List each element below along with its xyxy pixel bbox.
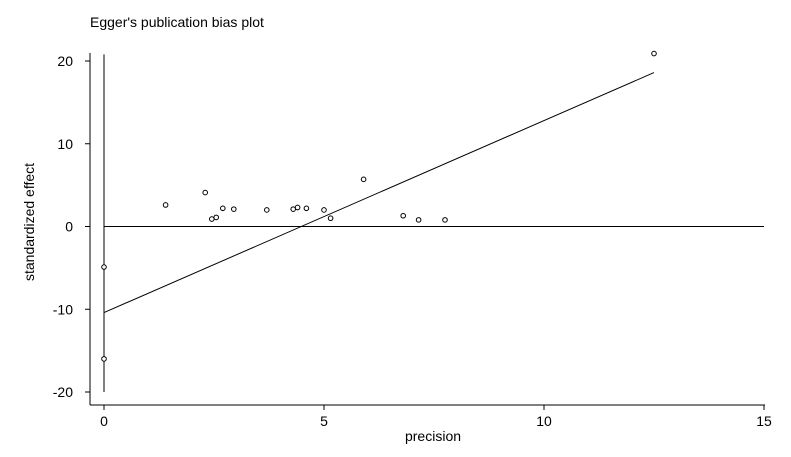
x-tick-label: 0	[100, 413, 108, 429]
study-point	[400, 212, 407, 219]
study-point	[327, 215, 334, 222]
y-tick-label: 10	[57, 136, 73, 152]
study-point	[415, 217, 422, 223]
y-tick-label: -20	[53, 384, 73, 400]
study-point	[101, 264, 107, 270]
y-tick-label: 0	[65, 219, 73, 235]
study-point	[442, 217, 448, 223]
x-tick-label: 10	[536, 413, 552, 429]
study-point	[202, 189, 208, 196]
x-tick-label: 15	[756, 413, 772, 429]
y-tick-label: 20	[57, 53, 73, 69]
study-point	[231, 206, 237, 212]
study-point	[101, 356, 107, 362]
x-axis-label: precision	[405, 428, 461, 444]
study-point	[162, 202, 169, 208]
study-point	[651, 50, 657, 57]
chart-title: Egger's publication bias plot	[90, 14, 264, 30]
y-axis-label: standardized effect	[21, 163, 37, 281]
study-point	[294, 204, 301, 211]
study-point	[264, 207, 270, 213]
study-point	[303, 205, 310, 212]
plot-layer: 0 5 10 15 20 10 0 -10 -20	[53, 50, 772, 429]
study-point	[321, 207, 327, 213]
study-point	[360, 176, 367, 183]
study-point	[220, 205, 226, 212]
y-tick-label: -10	[53, 301, 73, 317]
egger-regression-line	[103, 72, 655, 314]
x-tick-label: 5	[320, 413, 328, 429]
study-point	[213, 214, 219, 221]
